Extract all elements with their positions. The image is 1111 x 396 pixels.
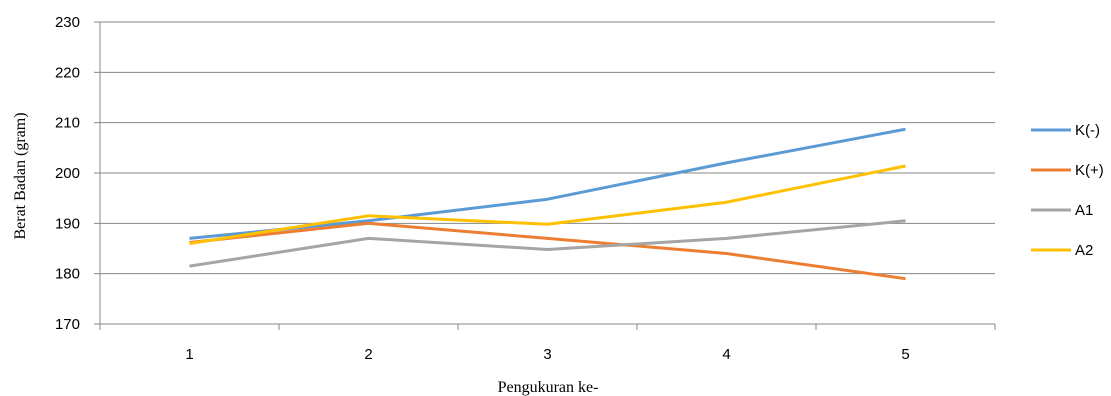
y-tick-label: 230 bbox=[55, 14, 80, 31]
series-line-k bbox=[189, 127, 906, 240]
legend-label: K(+) bbox=[1075, 162, 1104, 179]
y-tick-label: 220 bbox=[55, 64, 80, 81]
series-line-a2 bbox=[189, 164, 906, 245]
legend-label: A2 bbox=[1075, 242, 1093, 259]
legend-label: K(-) bbox=[1075, 122, 1100, 139]
y-axis-title: Berat Badan (gram) bbox=[12, 112, 29, 239]
x-tick-label: 1 bbox=[185, 346, 193, 363]
y-tick-label: 210 bbox=[55, 115, 80, 132]
gridlines bbox=[100, 21, 995, 275]
series-line-k bbox=[189, 221, 906, 281]
series-lines bbox=[189, 127, 906, 281]
x-tick-label: 4 bbox=[722, 346, 730, 363]
series-line-a1 bbox=[189, 219, 906, 268]
y-tick-label: 170 bbox=[55, 316, 80, 333]
legend: K(-) K(+) A1 A2 bbox=[1031, 122, 1104, 259]
legend-label: A1 bbox=[1075, 202, 1093, 219]
x-axis-title: Pengukuran ke- bbox=[498, 379, 599, 396]
axes: 170 180 190 200 210 220 230 1 2 3 4 5 bbox=[55, 14, 996, 363]
x-tick-label: 5 bbox=[901, 346, 909, 363]
y-tick-label: 180 bbox=[55, 266, 80, 283]
x-tick-label: 2 bbox=[364, 346, 372, 363]
y-tick-label: 200 bbox=[55, 165, 80, 182]
x-tick-label: 3 bbox=[543, 346, 551, 363]
y-tick-label: 190 bbox=[55, 215, 80, 232]
